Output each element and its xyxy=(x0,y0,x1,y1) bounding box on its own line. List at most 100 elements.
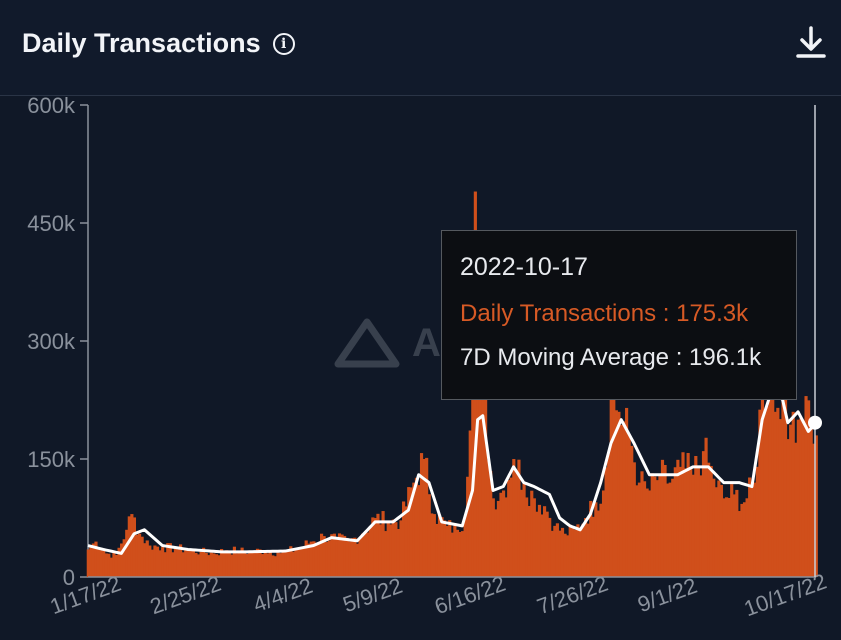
daily-transactions-bar xyxy=(571,527,575,577)
download-icon[interactable] xyxy=(794,24,828,60)
daily-transactions-bar xyxy=(768,384,772,577)
daily-transactions-bar xyxy=(758,409,762,577)
daily-transactions-bar xyxy=(96,549,101,577)
daily-transactions-bar xyxy=(512,459,516,577)
daily-transactions-bar xyxy=(245,553,249,577)
daily-transactions-bar xyxy=(604,467,608,577)
daily-transactions-bar xyxy=(689,468,693,577)
daily-transactions-bar xyxy=(671,478,675,577)
daily-transactions-bar xyxy=(812,443,816,577)
daily-transactions-bar xyxy=(745,498,749,577)
daily-transactions-bar xyxy=(222,552,226,577)
daily-transactions-bar xyxy=(466,476,470,577)
daily-transactions-bar xyxy=(358,537,362,577)
daily-transactions-bar xyxy=(735,489,739,577)
daily-transactions-bar xyxy=(332,533,336,577)
daily-transactions-bar xyxy=(302,546,306,577)
daily-transactions-bar xyxy=(425,457,429,577)
daily-transactions-bar xyxy=(609,396,613,577)
daily-transactions-bar xyxy=(427,494,431,577)
bar-series xyxy=(86,191,818,577)
daily-transactions-bar xyxy=(704,437,708,577)
daily-transactions-bar xyxy=(207,555,211,577)
daily-transactions-bar xyxy=(591,516,595,577)
daily-transactions-bar xyxy=(789,424,793,577)
daily-transactions-bar xyxy=(750,482,754,577)
daily-transactions-bar xyxy=(522,482,526,577)
daily-transactions-bar xyxy=(730,484,734,577)
daily-transactions-bar xyxy=(104,553,108,577)
daily-transactions-bar xyxy=(368,526,372,577)
daily-transactions-bar xyxy=(363,532,367,577)
daily-transactions-bar xyxy=(545,511,549,577)
daily-transactions-bar xyxy=(468,430,472,577)
daily-transactions-bar xyxy=(640,471,644,577)
daily-transactions-bar xyxy=(535,511,539,577)
daily-transactions-bar xyxy=(271,555,275,577)
daily-transactions-bar xyxy=(196,554,201,577)
daily-transactions-bar xyxy=(576,524,580,577)
daily-transactions-bar xyxy=(371,517,375,577)
daily-transactions-bar xyxy=(445,525,449,577)
daily-transactions-bar xyxy=(289,546,293,577)
y-tick-label: 150k xyxy=(27,447,76,472)
tooltip-ma-row: 7D Moving Average : 196.1k xyxy=(460,344,778,372)
daily-transactions-bar xyxy=(120,543,124,577)
daily-transactions-bar xyxy=(578,528,583,577)
daily-transactions-bar xyxy=(194,552,198,577)
daily-transactions-bar xyxy=(714,487,718,577)
daily-transactions-bar xyxy=(489,471,493,577)
daily-transactions-bar xyxy=(143,543,147,577)
daily-transactions-bar xyxy=(253,552,257,577)
daily-transactions-bar xyxy=(753,482,757,577)
daily-transactions-bar xyxy=(584,518,588,577)
daily-transactions-bar xyxy=(319,533,324,577)
daily-transactions-bar xyxy=(771,390,775,577)
daily-transactions-bar xyxy=(407,487,411,577)
daily-transactions-bar xyxy=(248,550,252,577)
daily-transactions-bar xyxy=(801,423,806,577)
daily-transactions-bar xyxy=(350,538,354,577)
daily-transactions-bar xyxy=(86,549,90,577)
daily-transactions-bar xyxy=(145,540,149,577)
daily-transactions-bar xyxy=(299,547,303,577)
daily-transactions-bar xyxy=(696,465,700,577)
daily-transactions-bar xyxy=(391,519,395,577)
daily-transactions-bar xyxy=(166,543,170,577)
daily-transactions-bar xyxy=(255,548,260,577)
daily-transactions-bar xyxy=(471,341,475,577)
daily-transactions-bar xyxy=(453,523,457,577)
tooltip-daily-row: Daily Transactions : 175.3k xyxy=(460,300,778,328)
daily-transactions-bar xyxy=(435,523,439,577)
daily-transactions-bar xyxy=(645,488,649,577)
daily-transactions-bar xyxy=(330,534,334,577)
tooltip-daily-label: Daily Transactions xyxy=(460,300,657,327)
daily-transactions-bar xyxy=(337,533,342,577)
daily-transactions-bar xyxy=(799,418,803,577)
daily-transactions-bar xyxy=(499,492,503,577)
daily-transactions-bar xyxy=(396,529,401,577)
daily-transactions-bar xyxy=(402,501,406,577)
daily-transactions-bar xyxy=(325,542,329,577)
daily-transactions-bar xyxy=(548,517,552,577)
daily-transactions-bar xyxy=(394,522,398,577)
daily-transactions-bar xyxy=(514,473,518,577)
daily-transactions-bar xyxy=(694,456,698,577)
daily-transactions-bar xyxy=(612,394,616,577)
chart-title: Daily Transactions xyxy=(22,28,261,58)
daily-transactions-bar xyxy=(773,411,777,577)
daily-transactions-bar xyxy=(107,553,111,577)
daily-transactions-bar xyxy=(153,545,157,577)
daily-transactions-bar xyxy=(525,497,529,577)
daily-transactions-bar xyxy=(660,459,665,577)
daily-transactions-bar xyxy=(563,533,567,577)
daily-transactions-bar xyxy=(673,467,677,577)
daily-transactions-bar xyxy=(309,541,313,577)
info-icon[interactable]: i xyxy=(272,32,295,55)
daily-transactions-bar xyxy=(240,547,244,577)
daily-transactions-bar xyxy=(345,537,349,577)
daily-transactions-bar xyxy=(127,516,131,577)
daily-transactions-bar xyxy=(458,531,462,577)
daily-transactions-bar xyxy=(176,549,180,577)
daily-transactions-bar xyxy=(560,527,565,577)
